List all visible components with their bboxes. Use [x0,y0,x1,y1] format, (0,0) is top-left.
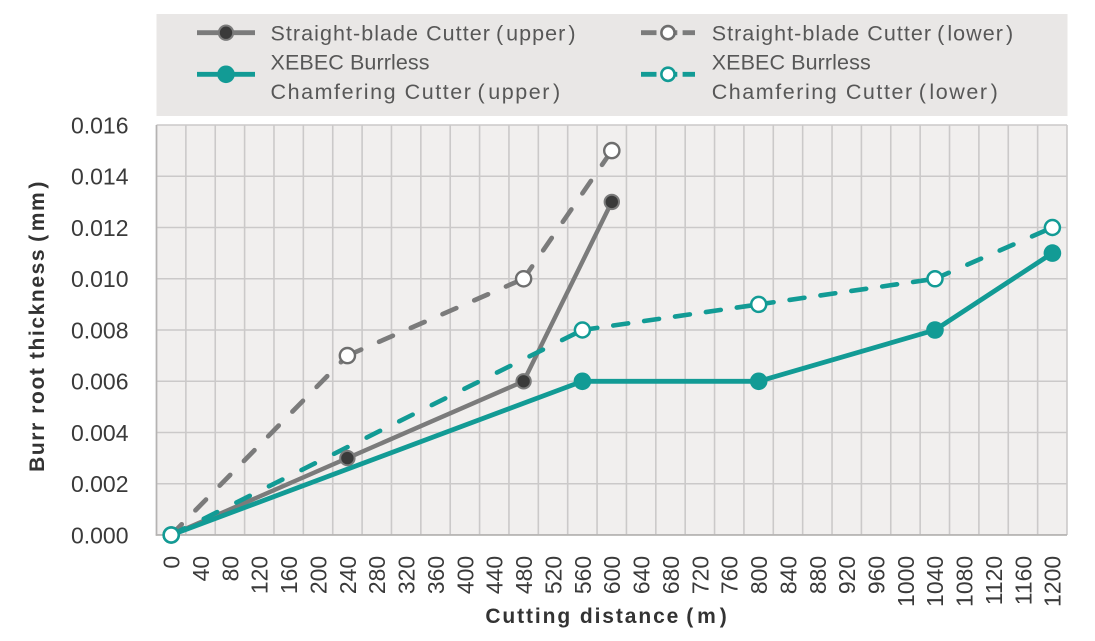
svg-text:720: 720 [687,556,713,594]
svg-text:Burr root thickness(mm): Burr root thickness(mm) [26,180,49,472]
svg-text:760: 760 [717,556,743,594]
svg-text:XEBEC Burrless: XEBEC Burrless [712,51,871,75]
svg-text:960: 960 [863,556,889,594]
svg-text:840: 840 [775,556,801,594]
svg-text:1000: 1000 [893,556,919,607]
svg-text:200: 200 [305,556,331,594]
svg-text:160: 160 [276,556,302,594]
svg-text:XEBEC Burrless: XEBEC Burrless [271,51,430,75]
svg-text:Cutting distance(m): Cutting distance (m) [485,605,728,628]
svg-text:480: 480 [511,556,537,594]
svg-text:400: 400 [452,556,478,594]
svg-text:280: 280 [364,556,390,594]
svg-text:Chamfering Cutter(upper): Chamfering Cutter (upper) [271,80,562,104]
svg-text:0: 0 [159,556,185,569]
svg-text:0.010: 0.010 [71,266,129,292]
svg-text:680: 680 [658,556,684,594]
svg-text:0.000: 0.000 [71,522,129,548]
svg-text:1200: 1200 [1040,556,1066,607]
svg-text:0.006: 0.006 [71,369,129,395]
svg-text:640: 640 [629,556,655,594]
svg-text:440: 440 [482,556,508,594]
svg-text:360: 360 [423,556,449,594]
svg-text:320: 320 [394,556,420,594]
svg-text:880: 880 [805,556,831,594]
svg-text:Straight-blade Cutter(upper): Straight-blade Cutter (upper) [271,21,577,45]
svg-text:0.002: 0.002 [71,471,129,497]
svg-text:520: 520 [540,556,566,594]
svg-text:Straight-blade Cutter(lower): Straight-blade Cutter (lower) [712,21,1015,45]
svg-text:0.008: 0.008 [71,317,129,343]
svg-text:0.004: 0.004 [71,420,129,446]
svg-text:920: 920 [834,556,860,594]
svg-text:1160: 1160 [1010,556,1036,605]
svg-text:40: 40 [188,556,214,582]
svg-text:0.014: 0.014 [71,164,129,190]
svg-text:0.016: 0.016 [71,112,129,138]
svg-text:800: 800 [746,556,772,594]
svg-text:Chamfering Cutter(lower): Chamfering Cutter (lower) [712,80,1000,104]
svg-text:1080: 1080 [952,556,978,607]
svg-text:80: 80 [217,556,243,582]
svg-text:120: 120 [247,556,273,594]
svg-text:560: 560 [570,556,596,594]
svg-text:240: 240 [335,556,361,594]
svg-text:0.012: 0.012 [71,215,129,241]
svg-text:1120: 1120 [981,556,1007,605]
svg-text:1040: 1040 [922,556,948,607]
svg-text:600: 600 [599,556,625,594]
